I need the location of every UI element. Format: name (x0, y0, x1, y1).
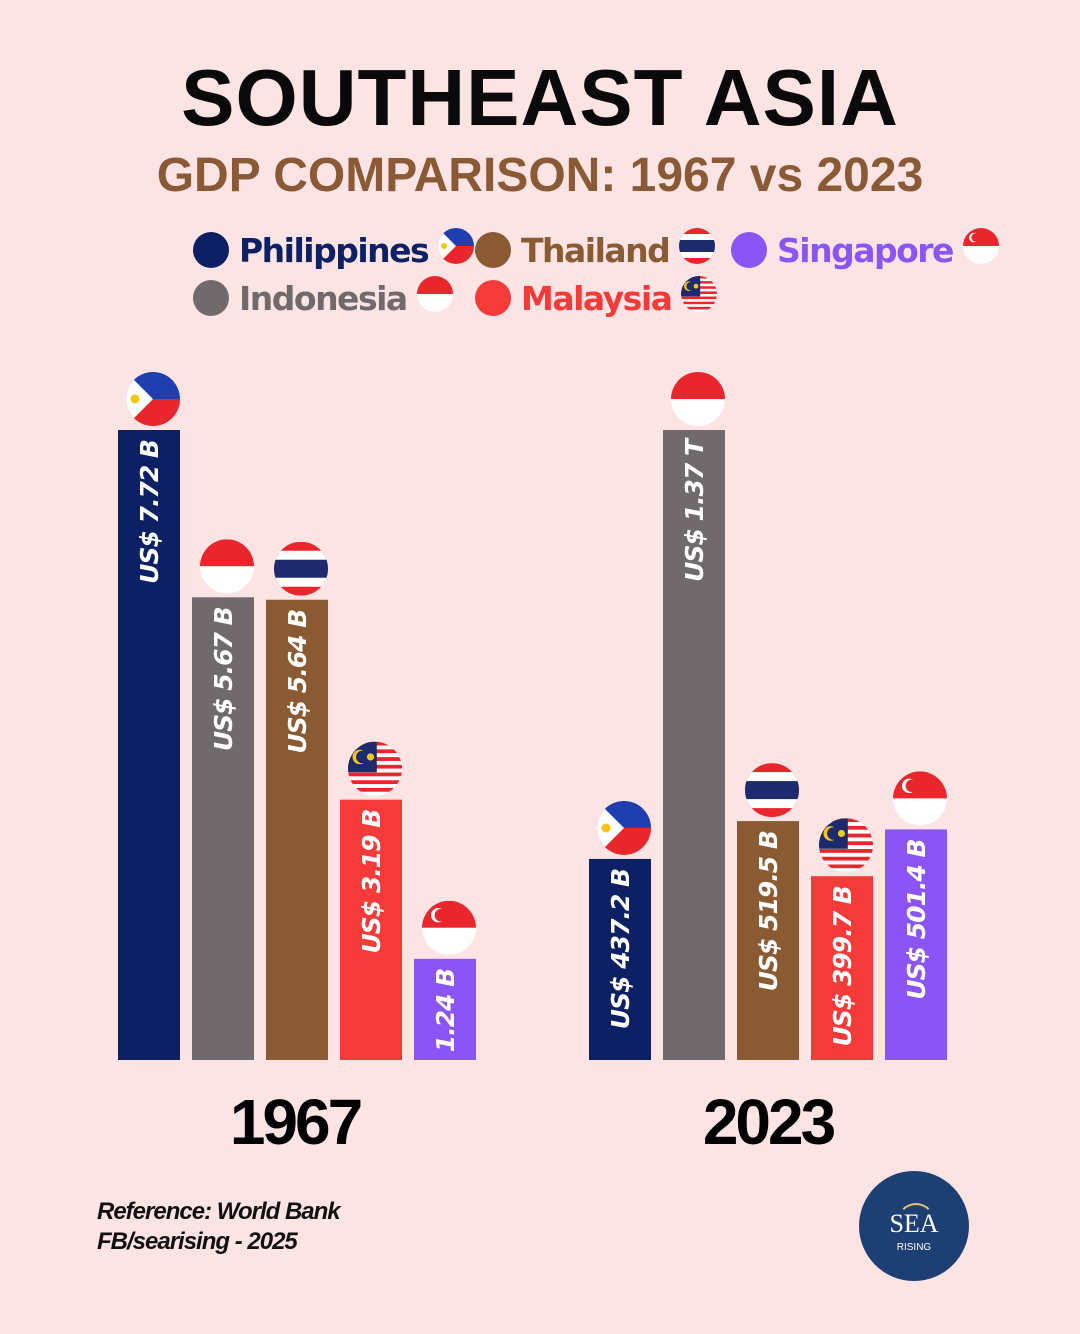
legend-label: Singapore (777, 230, 954, 270)
logo-arc-icon (897, 1203, 935, 1241)
year-label-2023: 2023 (702, 1086, 836, 1158)
reference-source: Reference: World Bank (97, 1198, 341, 1225)
bar-value-label: US$ 501.4 B (902, 839, 931, 999)
flag-ph-icon (438, 228, 475, 264)
legend-label: Philippines (239, 230, 430, 270)
legend-dot-icon (193, 280, 229, 316)
flag-sg-icon (893, 771, 947, 826)
bar-value-label: US$ 3.19 B (357, 810, 386, 954)
year-label-1967: 1967 (229, 1086, 363, 1158)
bar-2023-indonesia (663, 430, 725, 1060)
flag-my-icon (348, 741, 402, 796)
legend-flag (681, 276, 718, 320)
logo-subtext: RISING (896, 1242, 932, 1253)
legend-item-indonesia: Indonesia (193, 276, 453, 320)
bar-2023-malaysia (811, 876, 873, 1060)
bar-1967-indonesia (192, 597, 254, 1060)
bar-2023-philippines (589, 858, 651, 1060)
legend-item-thailand: Thailand (475, 228, 716, 272)
bar-1967-malaysia (340, 799, 402, 1060)
legend-item-malaysia: Malaysia (475, 276, 718, 320)
bar-value-label: US$ 399.7 B (828, 886, 857, 1046)
flag-th-icon (679, 228, 716, 264)
flag-th-icon (274, 541, 328, 596)
legend-dot-icon (475, 280, 511, 316)
flag-th-icon (745, 763, 799, 818)
bar-value-label: 1.24 B (431, 969, 460, 1052)
legend-flag (679, 228, 716, 272)
flag-id-icon (671, 372, 725, 426)
flag-my-icon (819, 818, 873, 873)
legend-item-philippines: Philippines (193, 228, 475, 272)
legend-dot-icon (731, 232, 767, 268)
bar-value-label: US$ 5.67 B (209, 607, 238, 751)
legend-flag (416, 276, 453, 320)
flag-ph-icon (126, 372, 180, 426)
legend-item-singapore: Singapore (731, 228, 999, 272)
legend-dot-icon (475, 232, 511, 268)
legend-flag (962, 228, 999, 272)
flag-sg-icon (962, 228, 999, 264)
flag-my-icon (681, 276, 718, 312)
bar-value-label: US$ 5.64 B (283, 610, 312, 754)
page-subtitle: GDP COMPARISON: 1967 vs 2023 (156, 149, 924, 202)
bar-value-label: US$ 1.37 T (680, 437, 709, 582)
reference-credit: FB/searising - 2025 (97, 1228, 298, 1255)
flag-id-icon (416, 276, 453, 312)
bar-2023-singapore (885, 829, 947, 1060)
flag-ph-icon (597, 800, 651, 855)
bar-1967-philippines (118, 430, 180, 1060)
flag-id-icon (200, 539, 254, 594)
sea-rising-logo: SEA RISING (859, 1171, 969, 1281)
bar-value-label: US$ 519.5 B (754, 831, 783, 991)
bar-value-label: US$ 437.2 B (606, 869, 635, 1029)
page-title: SOUTHEAST ASIA (181, 53, 899, 142)
legend-label: Thailand (521, 230, 671, 270)
bar-2023-thailand (737, 821, 799, 1060)
bar-1967-thailand (266, 599, 328, 1060)
flag-sg-icon (422, 900, 476, 955)
legend-label: Indonesia (239, 278, 408, 318)
bar-1967-singapore (414, 958, 476, 1060)
legend-flag (438, 228, 475, 272)
bar-value-label: US$ 7.72 B (135, 440, 164, 584)
legend-label: Malaysia (521, 278, 673, 318)
legend-dot-icon (193, 232, 229, 268)
